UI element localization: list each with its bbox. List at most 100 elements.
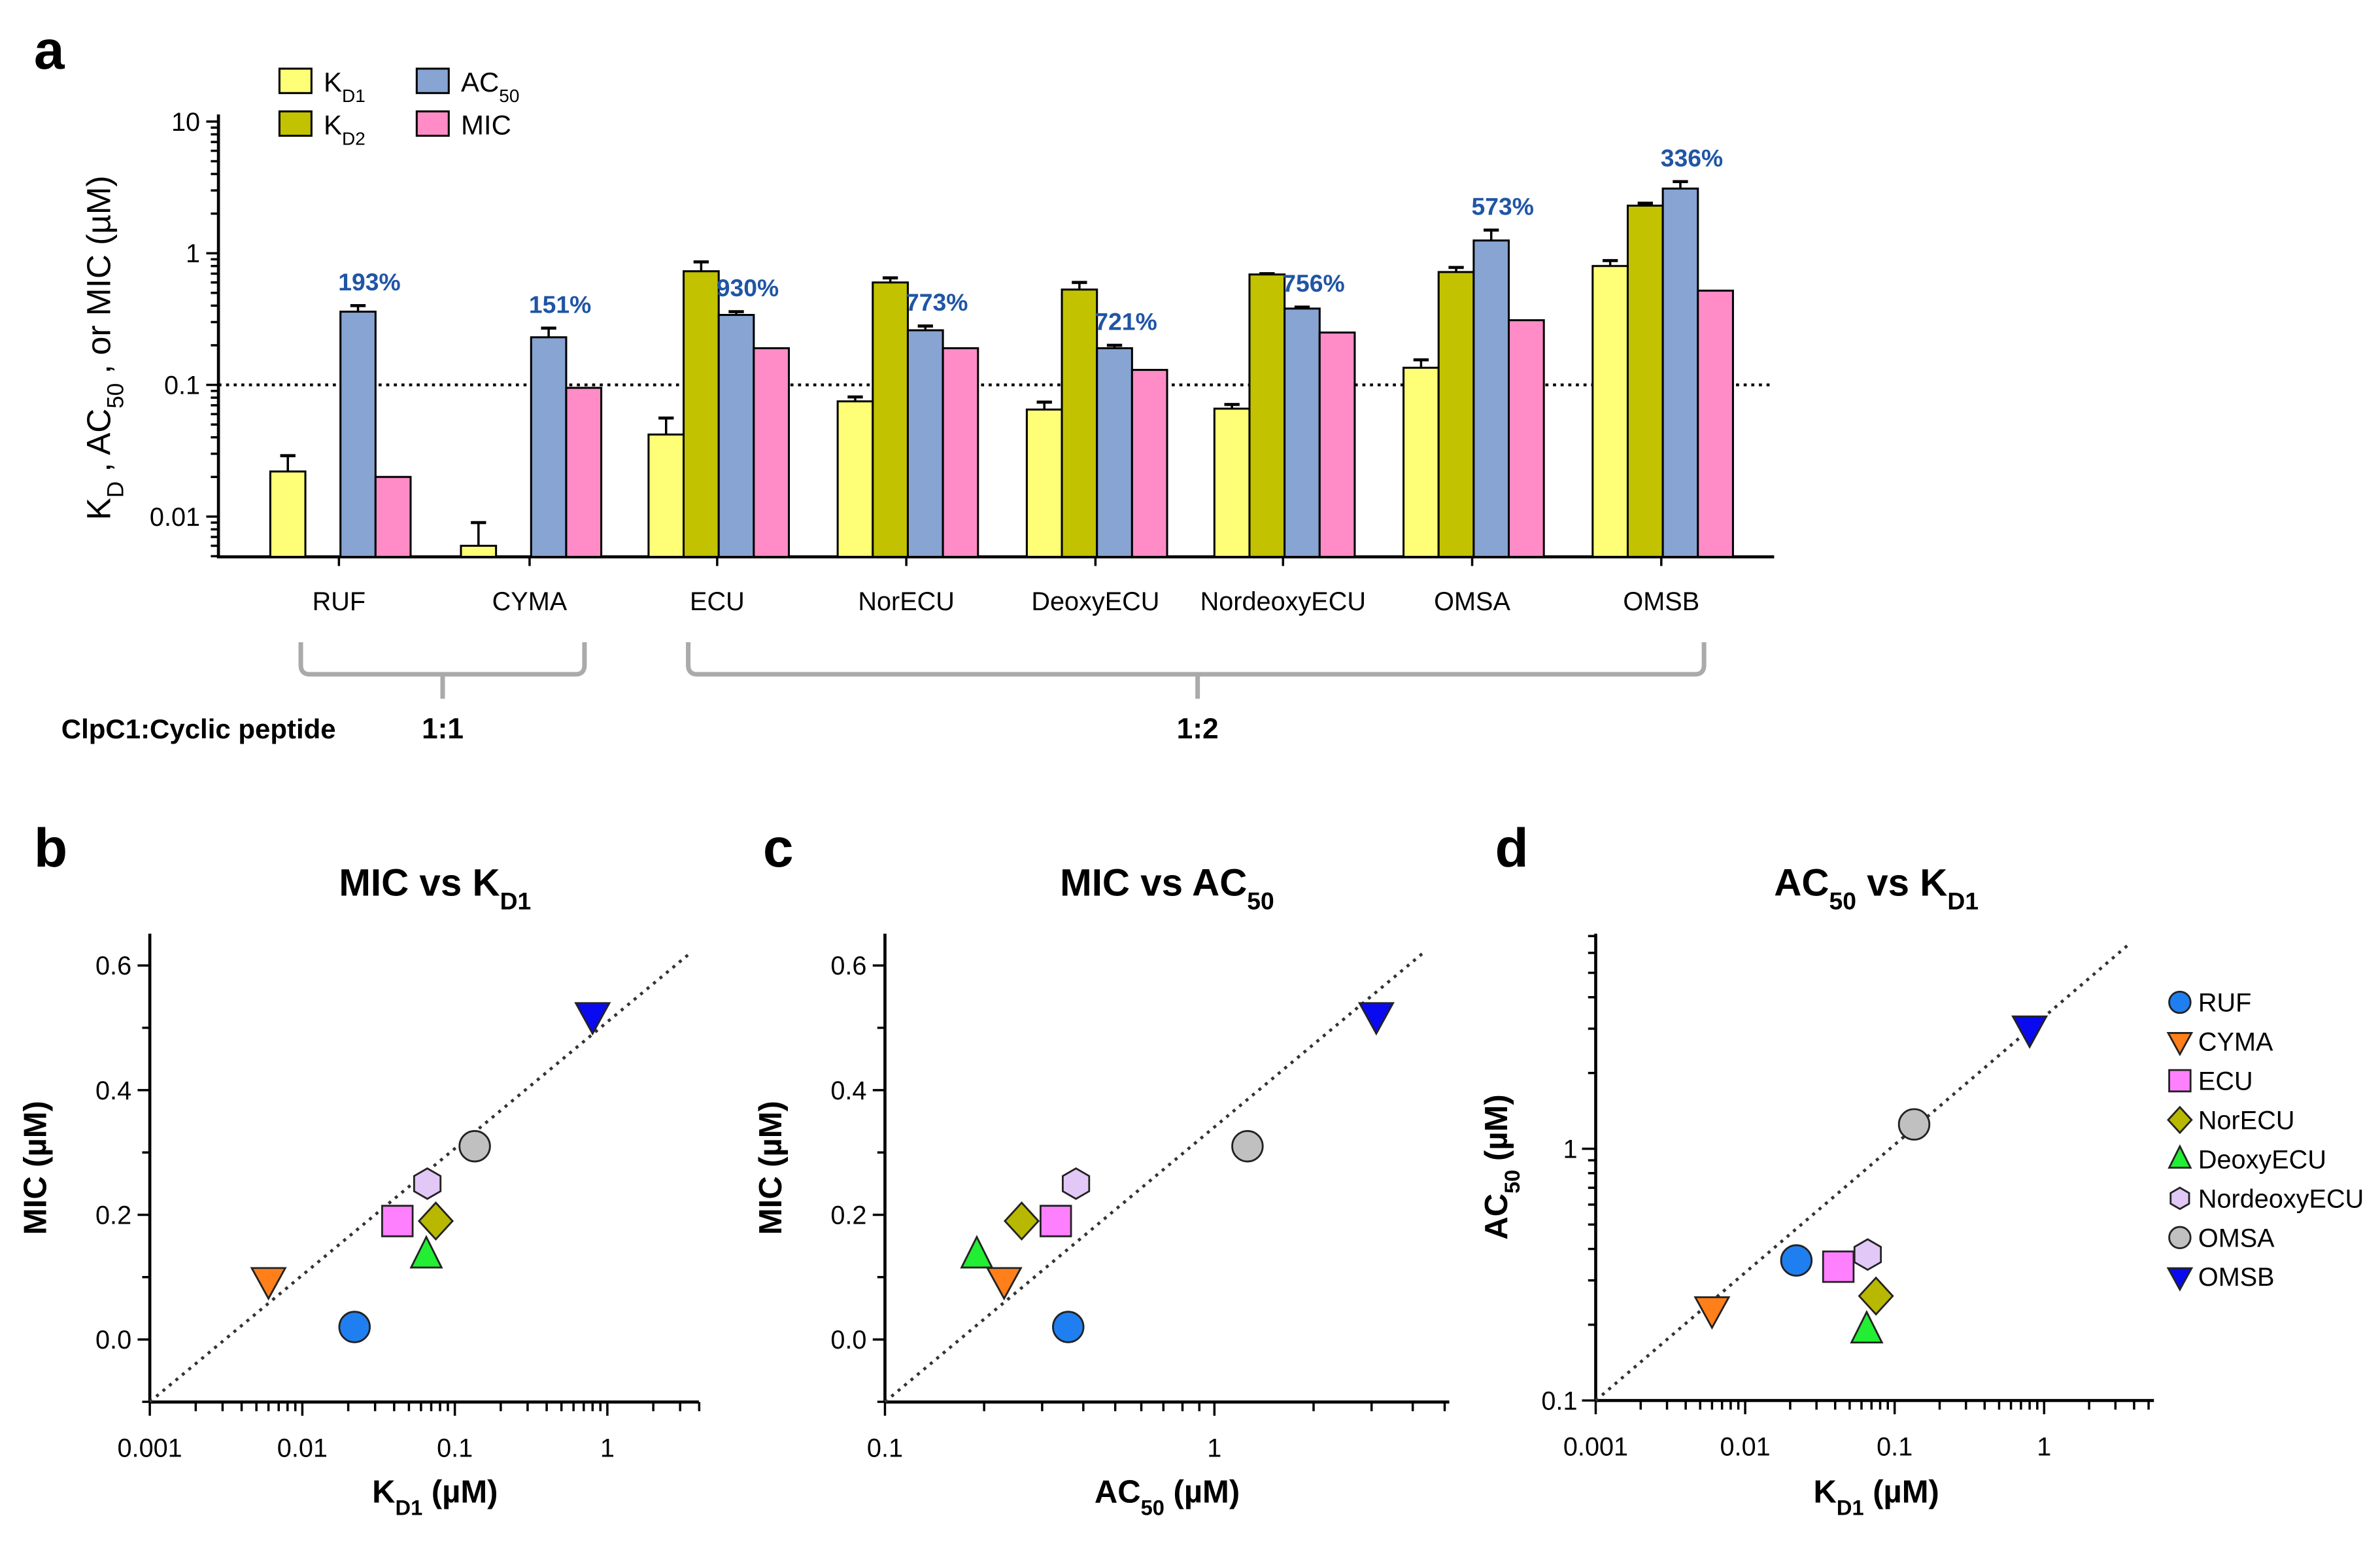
y-tick-label: 0.4	[95, 1076, 131, 1105]
x-tick-label: RUF	[313, 587, 366, 616]
y-axis-label: MIC (µM)	[753, 1101, 789, 1235]
x-tick-label: 0.1	[437, 1434, 473, 1463]
reference-line	[883, 952, 1424, 1404]
bar-MIC	[753, 347, 790, 558]
legend-label-DeoxyECU: DeoxyECU	[2198, 1145, 2326, 1174]
point-OMSB	[2011, 1015, 2048, 1049]
legend-label-OMSA: OMSA	[2198, 1224, 2275, 1252]
legend-marker-OMSA	[2168, 1226, 2192, 1249]
bar-KD1	[1025, 408, 1063, 558]
chart-title: MIC vs AC50	[1060, 861, 1274, 914]
bar-KD2	[1248, 273, 1286, 558]
bar-MIC	[1318, 331, 1356, 558]
bar-KD2	[683, 270, 720, 558]
x-tick-label: DeoxyECU	[1031, 587, 1159, 616]
point-DeoxyECU	[1850, 1309, 1884, 1344]
bar-AC50	[1661, 187, 1699, 558]
bar-AC50	[1096, 347, 1133, 558]
bar-chart-a: 10 1 0.1 0.01 KD , AC50 , or MIC (µM) RUF 193%…	[61, 67, 1775, 745]
legend-label-NorECU: NorECU	[2198, 1106, 2295, 1135]
percent-annotation: 721%	[1095, 308, 1157, 336]
y-tick-label: 0.1	[164, 371, 200, 400]
y-axis-label: AC50 (µM)	[1479, 1094, 1524, 1239]
bar-KD1	[1591, 265, 1629, 558]
y-tick-label: 0.4	[830, 1076, 866, 1105]
legend-label-OMSB: OMSB	[2198, 1263, 2275, 1292]
bar-KD2	[1437, 271, 1475, 558]
bar-MIC	[942, 347, 979, 558]
x-tick-label: OMSA	[1434, 587, 1510, 616]
y-tick-label: 10	[171, 108, 200, 137]
x-tick-label: OMSB	[1623, 587, 1699, 616]
y-tick-label: 0.2	[95, 1201, 131, 1230]
bar-KD1	[836, 400, 874, 558]
bar-KD2	[872, 281, 909, 558]
x-tick-label: 1	[2037, 1432, 2051, 1461]
bar-MIC	[374, 475, 412, 558]
legend-label-MIC: MIC	[461, 109, 511, 140]
group-bracket	[686, 642, 1707, 699]
legend-label-CYMA: CYMA	[2198, 1028, 2273, 1057]
point-OMSB	[574, 1002, 611, 1036]
y-tick-label: 0.1	[1541, 1386, 1577, 1415]
point-DeoxyECU	[409, 1235, 443, 1269]
legend-marker-RUF	[2168, 990, 2192, 1014]
legend-swatch-KD2	[278, 110, 313, 137]
x-tick-label: CYMA	[492, 587, 568, 616]
y-tick-label: 0.6	[830, 952, 866, 980]
legend-label-NordeoxyECU: NordeoxyECU	[2198, 1184, 2364, 1213]
y-tick-label: 0.0	[830, 1326, 866, 1354]
x-axis-label: KD1 (µM)	[372, 1475, 498, 1520]
x-tick-label: 1	[1207, 1434, 1221, 1463]
x-tick-label: ECU	[690, 587, 745, 616]
point-RUF	[1052, 1311, 1085, 1343]
point-RUF	[338, 1311, 371, 1343]
bar-KD2	[1061, 288, 1098, 558]
x-tick-label: NordeoxyECU	[1200, 587, 1366, 616]
y-axis-label: MIC (µM)	[18, 1101, 53, 1235]
point-ECU	[381, 1205, 414, 1237]
bar-AC50	[1284, 307, 1321, 558]
legend-label-KD2: KD2	[324, 109, 366, 148]
legend-marker-NordeoxyECU	[2169, 1186, 2190, 1211]
legend-swatch-AC50	[415, 67, 450, 94]
legend-swatch-MIC	[415, 110, 450, 137]
bar-MIC	[1697, 289, 1734, 558]
scatter-chart-d: 0.001 0.01 0.1 1 0.1 1 KD1 (µM) AC50 (µM) AC50 v…	[1479, 861, 2364, 1519]
bar-KD1	[1213, 407, 1251, 558]
bar-KD1	[269, 470, 307, 558]
x-tick-label: 0.1	[1877, 1432, 1912, 1461]
panel-label-c: c	[763, 817, 794, 878]
point-CYMA	[1693, 1296, 1731, 1330]
group-label: 1:1	[422, 713, 464, 745]
x-tick-label: 0.01	[277, 1434, 328, 1463]
bar-KD1	[1402, 366, 1440, 558]
percent-annotation: 756%	[1282, 269, 1344, 297]
bar-MIC	[565, 387, 603, 558]
legend-label-RUF: RUF	[2198, 989, 2251, 1018]
scatter-chart-c: 0.1 1 0.0 0.2 0.4 0.6 AC50 (µM) MIC (µM) MIC vs …	[753, 861, 1450, 1519]
point-OMSB	[1357, 1002, 1395, 1036]
point-OMSA	[1897, 1108, 1931, 1141]
y-tick-label: 1	[1563, 1135, 1577, 1164]
legend-marker-ECU	[2168, 1069, 2192, 1093]
legend-swatch-KD1	[278, 67, 313, 94]
x-tick-label: 0.001	[118, 1434, 182, 1463]
point-NorECU	[1003, 1201, 1040, 1241]
bar-MIC	[1130, 369, 1168, 558]
panel-label-a: a	[34, 19, 65, 80]
legend-marker-OMSB	[2166, 1267, 2194, 1292]
point-CYMA	[985, 1267, 1023, 1301]
percent-annotation: 930%	[717, 274, 779, 301]
point-NorECU	[1858, 1276, 1894, 1316]
percent-annotation: 336%	[1661, 144, 1723, 171]
percent-annotation: 193%	[338, 268, 400, 296]
legend-label-KD1: KD1	[324, 67, 366, 105]
point-NordeoxyECU	[1853, 1238, 1882, 1271]
y-tick-label: 0.0	[95, 1326, 131, 1354]
point-RUF	[1780, 1244, 1813, 1277]
legend-marker-DeoxyECU	[2168, 1144, 2192, 1169]
scatter-chart-b: 0.001 0.01 0.1 1 0.0 0.2 0.4 0.6 KD1 (µM) MIC (µM…	[18, 861, 701, 1520]
legend-marker-NorECU	[2167, 1105, 2193, 1135]
